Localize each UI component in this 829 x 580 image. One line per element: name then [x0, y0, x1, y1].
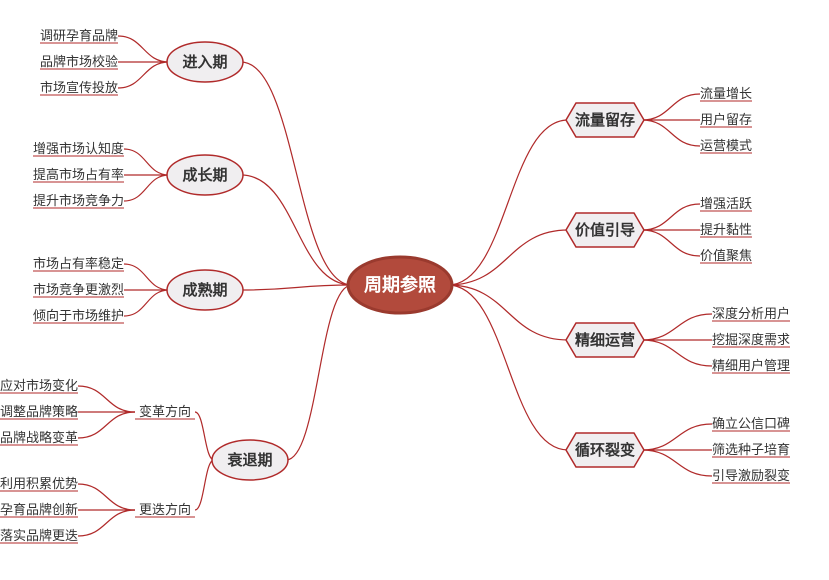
left-node-label: 成长期	[182, 166, 227, 184]
edge	[195, 460, 214, 510]
leaf-label: 精细用户管理	[712, 358, 790, 373]
edge	[642, 230, 700, 256]
edge	[124, 175, 169, 201]
leaf-label: 增强活跃	[700, 196, 752, 211]
leaf-label: 挖掘深度需求	[712, 332, 790, 347]
leaf-label: 市场宣传投放	[40, 80, 118, 95]
edge	[118, 62, 169, 88]
leaf-label: 应对市场变化	[0, 378, 78, 393]
right-node-label: 流量留存	[575, 111, 635, 129]
left-node-label: 成熟期	[182, 281, 227, 299]
center-label: 周期参照	[364, 274, 436, 295]
leaf-label: 提高市场占有率	[33, 167, 124, 182]
edge	[642, 424, 712, 450]
leaf-label: 调研孕育品牌	[40, 28, 118, 43]
edge	[642, 340, 712, 366]
edge	[286, 285, 352, 460]
sub-label: 变革方向	[139, 404, 191, 419]
edge	[448, 285, 568, 450]
edge	[195, 412, 214, 460]
edge	[118, 36, 169, 62]
left-node-label: 进入期	[182, 53, 227, 71]
leaf-label: 孕育品牌创新	[0, 502, 78, 517]
right-node-label: 精细运营	[575, 331, 635, 349]
right-node-label: 循环裂变	[575, 441, 635, 459]
sub-label: 更迭方向	[139, 502, 191, 517]
leaf-label: 落实品牌更迭	[0, 528, 78, 543]
edge	[241, 285, 352, 290]
edge	[241, 62, 352, 285]
edge	[124, 290, 169, 316]
leaf-label: 品牌市场校验	[40, 54, 118, 69]
edge	[78, 484, 135, 510]
edge	[642, 450, 712, 476]
leaf-label: 提升黏性	[700, 222, 752, 237]
leaf-label: 提升市场竞争力	[33, 193, 124, 208]
leaf-label: 倾向于市场维护	[33, 308, 124, 323]
edge	[642, 204, 700, 230]
edge	[642, 314, 712, 340]
leaf-label: 品牌战略变革	[0, 430, 78, 445]
edge	[448, 120, 568, 285]
edge	[124, 264, 169, 290]
leaf-label: 流量增长	[700, 86, 752, 101]
edge	[78, 386, 135, 412]
leaf-label: 调整品牌策略	[0, 404, 78, 419]
leaf-label: 运营模式	[700, 138, 752, 153]
leaf-label: 确立公信口碑	[712, 416, 790, 431]
left-node-label: 衰退期	[226, 451, 272, 469]
leaf-label: 增强市场认知度	[33, 141, 124, 156]
mindmap-canvas: 周期参照 进入期 调研孕育品牌品牌市场校验市场宣传投放成长期 增强市场认知度提高市场占…	[0, 0, 829, 580]
edge	[78, 510, 135, 536]
edge	[642, 120, 700, 146]
leaf-label: 价值聚焦	[700, 248, 752, 263]
leaf-label: 市场竞争更激烈	[33, 282, 124, 297]
leaf-label: 用户留存	[700, 112, 752, 127]
edge	[642, 94, 700, 120]
edge	[124, 149, 169, 175]
edge	[241, 175, 352, 285]
edge	[448, 230, 568, 285]
leaf-label: 利用积累优势	[0, 476, 78, 491]
leaf-label: 引导激励裂变	[712, 468, 790, 483]
edge	[78, 412, 135, 438]
leaf-label: 深度分析用户	[712, 306, 790, 321]
edge	[448, 285, 568, 340]
right-node-label: 价值引导	[575, 221, 635, 239]
leaf-label: 筛选种子培育	[712, 442, 790, 457]
leaf-label: 市场占有率稳定	[33, 256, 124, 271]
